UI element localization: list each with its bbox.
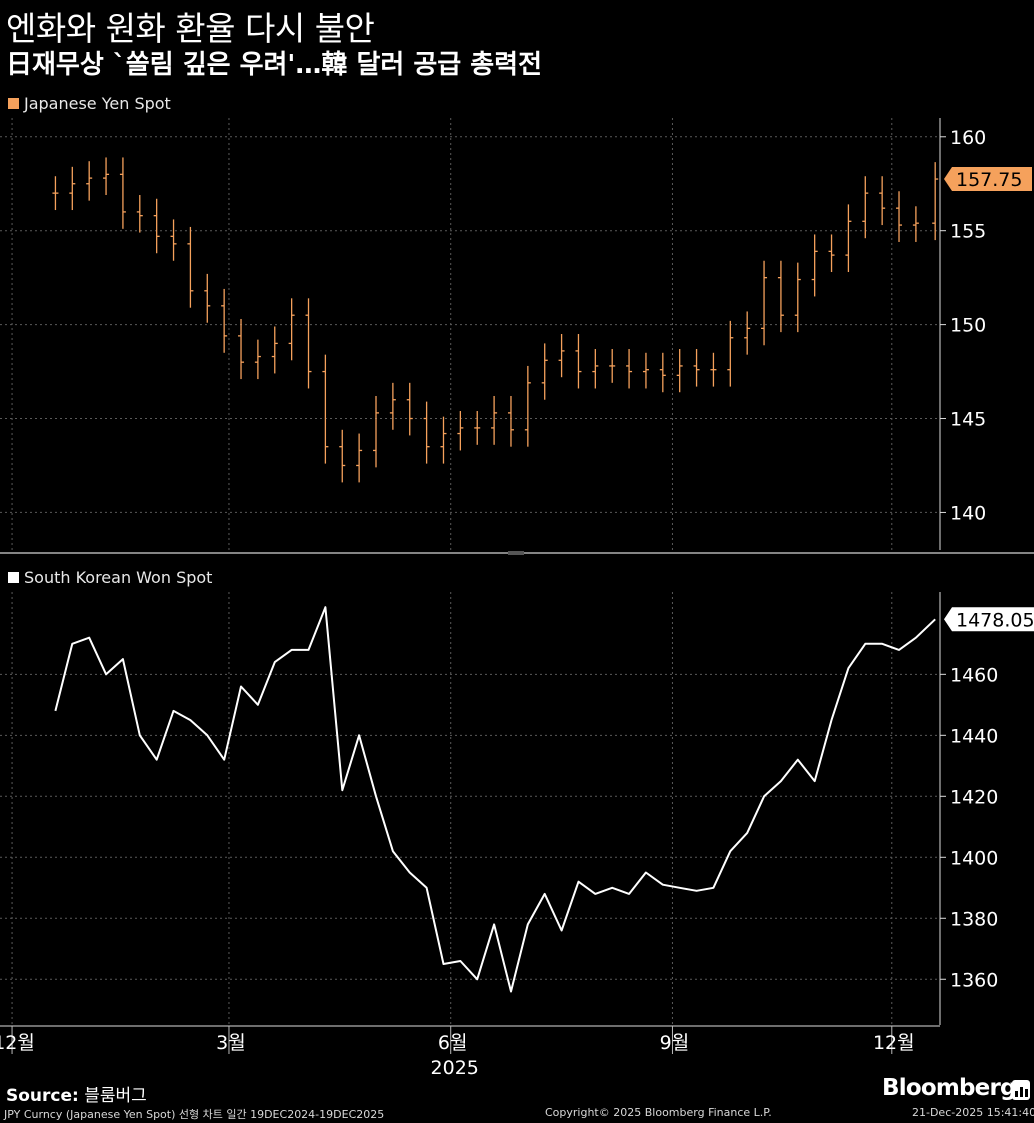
source-label: Source: — [6, 1086, 79, 1106]
footer-copyright: Copyright© 2025 Bloomberg Finance L.P. — [545, 1106, 772, 1119]
yen-panel: 140 145 150 155 160 157.75 — [0, 118, 1032, 550]
yen-bar-44 — [794, 262, 801, 333]
yen-bar-49 — [879, 176, 886, 226]
won-panel: 1360 1380 1400 1420 1440 1460 1478.05 — [0, 592, 1034, 1025]
source-value: 블룸버그 — [84, 1086, 147, 1106]
yen-bar-35 — [642, 352, 649, 389]
source-line: Source: 블룸버그 — [6, 1081, 147, 1106]
yen-bar-25 — [474, 411, 481, 445]
legend-won-label: South Korean Won Spot — [24, 568, 213, 587]
legend-yen: Japanese Yen Spot — [8, 94, 171, 113]
yen-ytick-label-3: 155 — [950, 221, 986, 243]
yen-bar-46 — [828, 234, 835, 273]
yen-bar-17 — [339, 429, 346, 483]
bloomberg-terminal-icon — [1012, 1080, 1030, 1100]
yen-bar-24 — [457, 411, 464, 451]
panel-resize-handle — [508, 551, 524, 555]
yen-bar-11 — [238, 318, 245, 380]
legend-won-swatch — [8, 572, 19, 583]
chart-title: 엔화와 원화 환율 다시 불안 — [6, 9, 375, 48]
yen-bar-20 — [389, 382, 396, 430]
x-axis: 12월 3월 6월 9월 12월 2025 — [0, 1025, 940, 1079]
yen-bar-29 — [541, 343, 548, 400]
yen-bar-9 — [204, 273, 211, 323]
yen-bar-32 — [592, 349, 599, 389]
yen-bar-3 — [103, 157, 110, 196]
x-tick-label-4: 12월 — [873, 1032, 915, 1054]
x-year-label: 2025 — [431, 1057, 479, 1079]
yen-bar-19 — [373, 395, 379, 468]
yen-bar-4 — [119, 157, 126, 229]
yen-bar-0 — [52, 176, 59, 211]
won-ytick-label-4: 1440 — [950, 725, 998, 747]
yen-bar-13 — [271, 326, 278, 374]
yen-bar-10 — [221, 288, 228, 353]
yen-bar-39 — [710, 352, 717, 387]
yen-bar-6 — [153, 198, 160, 254]
yen-last-value-label: 157.75 — [956, 169, 1022, 191]
yen-bar-45 — [811, 234, 818, 297]
yen-bar-12 — [254, 339, 261, 380]
won-series-line — [54, 606, 936, 993]
yen-ytick-label-2: 150 — [950, 315, 986, 337]
chart-subtitle: 日재무상 `쏠림 깊은 우려'…韓 달러 공급 총력전 — [6, 50, 542, 80]
yen-bar-30 — [558, 334, 565, 378]
won-ytick-label-2: 1400 — [950, 847, 998, 869]
yen-last-value-tag — [944, 167, 1032, 192]
won-ytick-label-0: 1360 — [950, 969, 998, 991]
won-ytick-label-1: 1380 — [950, 908, 998, 930]
yen-bar-16 — [322, 354, 329, 464]
won-last-value-label: 1478.05 — [956, 609, 1034, 631]
yen-ytick-label-0: 140 — [950, 502, 986, 524]
yen-bar-2 — [86, 161, 93, 201]
x-tick-label-2: 6월 — [438, 1032, 468, 1054]
yen-bar-28 — [524, 365, 531, 447]
yen-bar-22 — [423, 401, 430, 464]
footer-description: JPY Curncy (Japanese Yen Spot) 선형 차트 일간 … — [4, 1108, 385, 1121]
yen-bar-47 — [845, 204, 852, 273]
legend-yen-label: Japanese Yen Spot — [24, 94, 171, 113]
yen-bar-26 — [491, 395, 498, 445]
yen-bar-41 — [744, 311, 751, 355]
footer-timestamp: 21-Dec-2025 15:41:40 — [912, 1106, 1034, 1119]
yen-bar-23 — [440, 416, 447, 464]
yen-bar-7 — [170, 219, 177, 261]
x-tick-label-1: 3월 — [216, 1032, 246, 1054]
yen-bar-15 — [305, 298, 312, 389]
yen-bar-21 — [406, 382, 413, 436]
yen-bar-36 — [659, 352, 666, 393]
legend-yen-swatch — [8, 98, 19, 109]
yen-bar-43 — [777, 260, 784, 333]
won-ytick-label-3: 1420 — [950, 786, 998, 808]
x-tick-label-3: 9월 — [660, 1032, 690, 1054]
yen-bar-14 — [288, 298, 295, 361]
yen-bar-31 — [575, 334, 582, 389]
yen-bar-33 — [609, 349, 616, 383]
yen-ytick-label-4: 160 — [950, 127, 986, 149]
yen-bar-38 — [693, 349, 700, 387]
yen-bar-18 — [356, 433, 363, 483]
yen-bar-5 — [136, 195, 143, 233]
yen-bar-51 — [912, 206, 919, 242]
yen-bar-48 — [862, 176, 869, 239]
bloomberg-logo: Bloomberg — [882, 1075, 1016, 1101]
won-ytick-label-5: 1460 — [950, 664, 998, 686]
yen-ytick-label-1: 145 — [950, 409, 986, 431]
yen-bar-42 — [761, 260, 768, 346]
yen-bar-8 — [187, 226, 194, 308]
yen-bar-37 — [676, 349, 683, 393]
yen-bar-50 — [896, 191, 903, 242]
yen-bar-1 — [69, 166, 76, 211]
yen-bar-34 — [626, 349, 633, 389]
legend-won: South Korean Won Spot — [8, 568, 212, 587]
yen-bar-52 — [932, 162, 939, 241]
x-tick-label-0: 12월 — [0, 1032, 35, 1054]
yen-bar-27 — [507, 395, 514, 447]
yen-bar-40 — [727, 320, 734, 387]
won-last-value-tag — [944, 607, 1034, 632]
